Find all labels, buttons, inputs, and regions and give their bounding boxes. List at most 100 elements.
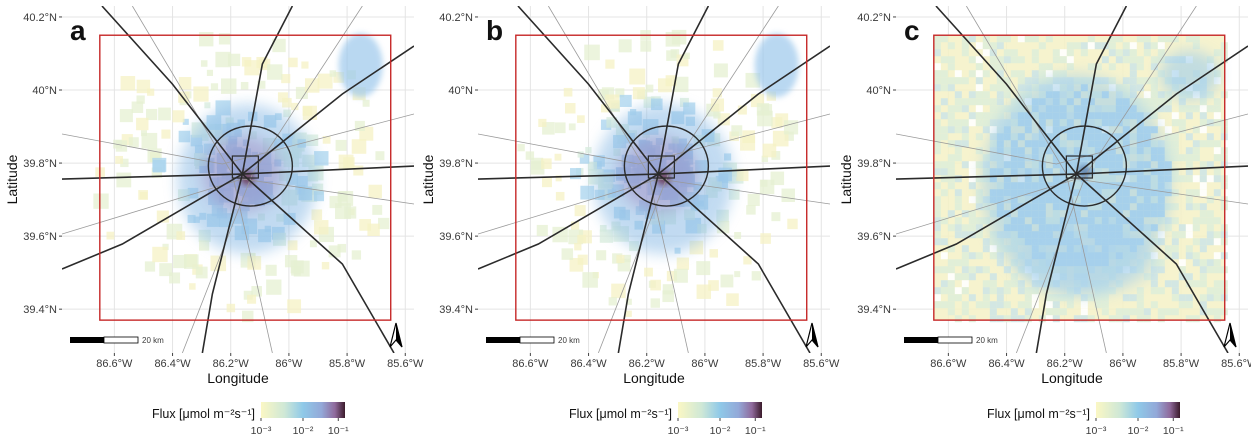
panel-label: b: [486, 15, 503, 46]
x-tick-label: 86.2°W: [1047, 358, 1084, 370]
ring-road: [623, 125, 710, 207]
road-minor: [62, 113, 414, 165]
y-axis-title: Latitude: [420, 154, 436, 204]
y-axis-title: Latitude: [838, 154, 854, 204]
legend-tick-label: 10⁻¹: [328, 425, 349, 437]
road-major: [1075, 173, 1229, 353]
legend-title: Flux [μmol m⁻²s⁻¹]: [987, 407, 1090, 421]
north-arrow-icon: [805, 322, 819, 348]
x-tick-label: 85.8°W: [745, 358, 782, 370]
road-minor: [896, 178, 1248, 235]
color-legend: Flux [μmol m⁻²s⁻¹] 10⁻³ 10⁻² 10⁻¹: [987, 402, 1184, 437]
road-minor: [896, 113, 1248, 165]
x-tick-label: 86.4°W: [154, 358, 191, 370]
y-tick-label: 39.6°N: [23, 231, 57, 243]
x-axis-title: Longitude: [623, 370, 685, 386]
legend-tick-label: 10⁻²: [1128, 425, 1149, 437]
road-major: [657, 173, 811, 353]
road-major: [896, 173, 1077, 180]
y-tick-label: 39.4°N: [439, 304, 473, 316]
legend-tick-label: 10⁻²: [293, 425, 314, 437]
y-tick-label: 39.6°N: [857, 231, 891, 243]
x-axis-title: Longitude: [207, 370, 269, 386]
panel-a: a 20 km 86.6°W 86.4°W 86.2°W 86°W 85.8°W 85.6°W…: [4, 6, 424, 386]
x-tick-label: 86.4°W: [988, 358, 1025, 370]
x-tick-label: 86°W: [275, 358, 303, 370]
scale-bar-label: 20 km: [976, 336, 998, 345]
legend-title: Flux [μmol m⁻²s⁻¹]: [152, 407, 255, 421]
legend-title: Flux [μmol m⁻²s⁻¹]: [569, 407, 672, 421]
downtown-loop: [647, 155, 675, 179]
road-major: [478, 173, 659, 180]
panel-label: c: [904, 15, 920, 46]
legend-tick-label: 10⁻¹: [1163, 425, 1184, 437]
x-tick-label: 86.2°W: [629, 358, 666, 370]
x-tick-label: 85.8°W: [329, 358, 366, 370]
downtown-loop: [1065, 155, 1093, 179]
scale-bar: 20 km: [70, 336, 164, 345]
x-tick-label: 86.6°W: [512, 358, 549, 370]
y-tick-label: 40°N: [448, 85, 473, 97]
x-tick-label: 86.4°W: [570, 358, 607, 370]
color-legend: Flux [μmol m⁻²s⁻¹] 10⁻³ 10⁻² 10⁻¹: [152, 402, 349, 437]
road-major: [62, 173, 243, 270]
north-arrow-icon: [1223, 322, 1237, 348]
road-major: [1035, 173, 1078, 353]
y-tick-label: 40.2°N: [23, 12, 57, 24]
x-axis-title: Longitude: [1041, 370, 1103, 386]
road-major: [1076, 165, 1248, 175]
x-tick-label: 86°W: [691, 358, 719, 370]
legend-colorbar: [678, 402, 762, 418]
legend-tick-label: 10⁻³: [668, 425, 689, 437]
roads: [62, 6, 414, 353]
road-minor: [62, 178, 414, 235]
road-major: [658, 165, 830, 175]
y-tick-label: 40.2°N: [439, 12, 473, 24]
x-tick-label: 85.6°W: [1221, 358, 1251, 370]
road-major: [1075, 6, 1128, 175]
road-major: [241, 6, 294, 175]
x-tick-label: 86°W: [1109, 358, 1137, 370]
road-major: [617, 173, 660, 353]
road-major: [101, 6, 243, 175]
scale-bar: 20 km: [486, 336, 580, 345]
ring-road: [1041, 125, 1128, 207]
legend-tick-label: 10⁻²: [710, 425, 731, 437]
ring-road: [207, 125, 294, 207]
road-major: [62, 173, 243, 180]
roads: [896, 6, 1248, 353]
road-minor: [478, 178, 830, 235]
flux-field: [517, 29, 799, 317]
y-tick-label: 40°N: [866, 85, 891, 97]
scale-bar-label: 20 km: [142, 336, 164, 345]
x-tick-label: 85.8°W: [1163, 358, 1200, 370]
y-tick-label: 39.4°N: [23, 304, 57, 316]
road-major: [935, 6, 1077, 175]
x-tick-label: 86.6°W: [96, 358, 133, 370]
road-major: [201, 173, 244, 353]
road-major: [241, 173, 395, 353]
x-tick-label: 85.6°W: [803, 358, 840, 370]
y-tick-label: 40.2°N: [857, 12, 891, 24]
x-tick-label: 85.6°W: [387, 358, 424, 370]
y-tick-label: 39.8°N: [857, 158, 891, 170]
domain-box: [933, 34, 1226, 321]
road-major: [242, 165, 414, 175]
x-tick-label: 86.6°W: [930, 358, 967, 370]
road-major: [657, 6, 710, 175]
panel-label: a: [70, 15, 86, 46]
panel-b: b 20 km 86.6°W 86.4°W 86.2°W 86°W 85.8°W 85.6°W…: [420, 6, 840, 386]
scale-bar: 20 km: [904, 336, 998, 345]
y-tick-label: 39.4°N: [857, 304, 891, 316]
roads: [478, 6, 830, 353]
legend-colorbar: [261, 402, 345, 418]
legend-colorbar: [1096, 402, 1180, 418]
road-minor: [478, 113, 830, 165]
color-legend: Flux [μmol m⁻²s⁻¹] 10⁻³ 10⁻² 10⁻¹: [569, 402, 766, 437]
y-tick-label: 39.6°N: [439, 231, 473, 243]
domain-box: [515, 34, 808, 321]
legend-tick-label: 10⁻³: [1086, 425, 1107, 437]
legend-tick-label: 10⁻³: [251, 425, 272, 437]
flux-field: [933, 35, 1228, 323]
